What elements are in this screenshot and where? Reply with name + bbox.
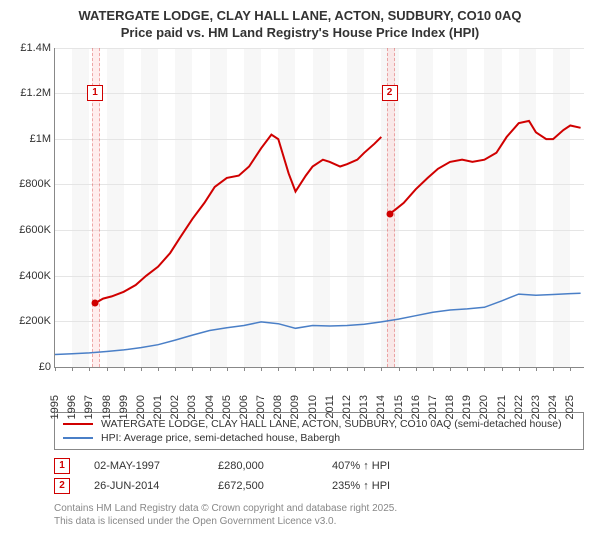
- chart-title: WATERGATE LODGE, CLAY HALL LANE, ACTON, …: [10, 8, 590, 42]
- x-tick-label: 2003: [186, 395, 198, 419]
- sale-marker-label: 2: [382, 85, 398, 101]
- legend-item: HPI: Average price, semi-detached house,…: [63, 431, 575, 445]
- x-tick-label: 2015: [393, 395, 405, 419]
- y-tick-label: £1.4M: [11, 42, 51, 54]
- x-tick-label: 2001: [152, 395, 164, 419]
- x-tick-label: 1996: [66, 395, 78, 419]
- y-tick-label: £800K: [11, 178, 51, 190]
- footer-line-2: This data is licensed under the Open Gov…: [54, 516, 336, 527]
- x-tick-label: 2021: [496, 395, 508, 419]
- x-tick-label: 2024: [547, 395, 559, 419]
- x-tick-label: 2011: [324, 395, 336, 419]
- footer-attribution: Contains HM Land Registry data © Crown c…: [54, 502, 584, 528]
- chart-container: WATERGATE LODGE, CLAY HALL LANE, ACTON, …: [0, 0, 600, 538]
- x-tick-label: 2017: [427, 395, 439, 419]
- y-tick-label: £1M: [11, 133, 51, 145]
- sale-price: £672,500: [218, 480, 308, 492]
- x-tick-label: 2008: [272, 395, 284, 419]
- x-tick-label: 2010: [307, 395, 319, 419]
- y-tick-label: £200K: [11, 315, 51, 327]
- series-hpi: [55, 293, 581, 354]
- series-property: [95, 121, 581, 303]
- sale-marker-label: 1: [87, 85, 103, 101]
- x-tick-label: 2018: [444, 395, 456, 419]
- x-tick-label: 1998: [101, 395, 113, 419]
- sale-price: £280,000: [218, 460, 308, 472]
- x-tick-label: 1997: [83, 395, 95, 419]
- x-tick-label: 2022: [513, 395, 525, 419]
- sale-row: 1 02-MAY-1997 £280,000 407% ↑ HPI: [54, 456, 584, 476]
- x-tick-label: 2004: [204, 395, 216, 419]
- x-tick-label: 2013: [358, 395, 370, 419]
- x-tick-label: 2019: [461, 395, 473, 419]
- sale-point: [386, 210, 393, 217]
- legend-label: HPI: Average price, semi-detached house,…: [101, 432, 340, 444]
- y-tick-label: £0: [11, 361, 51, 373]
- footer-line-1: Contains HM Land Registry data © Crown c…: [54, 503, 397, 514]
- x-tick-label: 2005: [221, 395, 233, 419]
- sale-date: 02-MAY-1997: [94, 460, 194, 472]
- x-tick-label: 2016: [410, 395, 422, 419]
- x-tick-label: 1999: [118, 395, 130, 419]
- chart-area: £0£200K£400K£600K£800K£1M£1.2M£1.4M19951…: [54, 48, 584, 408]
- sale-index: 2: [54, 478, 70, 494]
- legend-swatch: [63, 437, 93, 439]
- sale-vs-hpi: 407% ↑ HPI: [332, 460, 390, 472]
- x-tick-label: 2014: [375, 395, 387, 419]
- sales-table: 1 02-MAY-1997 £280,000 407% ↑ HPI 2 26-JUN-20…: [54, 456, 584, 496]
- y-tick-label: £400K: [11, 270, 51, 282]
- x-tick-label: 2009: [289, 395, 301, 419]
- x-tick-label: 2007: [255, 395, 267, 419]
- sale-row: 2 26-JUN-2014 £672,500 235% ↑ HPI: [54, 476, 584, 496]
- sale-date: 26-JUN-2014: [94, 480, 194, 492]
- x-tick-label: 1995: [49, 395, 61, 419]
- sale-vs-hpi: 235% ↑ HPI: [332, 480, 390, 492]
- legend-label: WATERGATE LODGE, CLAY HALL LANE, ACTON, …: [101, 418, 562, 430]
- x-tick-label: 2020: [478, 395, 490, 419]
- x-tick-label: 2025: [564, 395, 576, 419]
- plot-region: £0£200K£400K£600K£800K£1M£1.2M£1.4M19951…: [54, 48, 584, 368]
- title-line-1: WATERGATE LODGE, CLAY HALL LANE, ACTON, …: [78, 8, 521, 23]
- y-tick-label: £1.2M: [11, 87, 51, 99]
- sale-point: [92, 299, 99, 306]
- legend-swatch: [63, 423, 93, 425]
- sale-index: 1: [54, 458, 70, 474]
- x-tick-label: 2012: [341, 395, 353, 419]
- x-tick-label: 2002: [169, 395, 181, 419]
- title-line-2: Price paid vs. HM Land Registry's House …: [121, 25, 480, 40]
- x-tick-label: 2023: [530, 395, 542, 419]
- line-layer: [55, 48, 584, 367]
- x-tick-label: 2000: [135, 395, 147, 419]
- x-tick-label: 2006: [238, 395, 250, 419]
- y-tick-label: £600K: [11, 224, 51, 236]
